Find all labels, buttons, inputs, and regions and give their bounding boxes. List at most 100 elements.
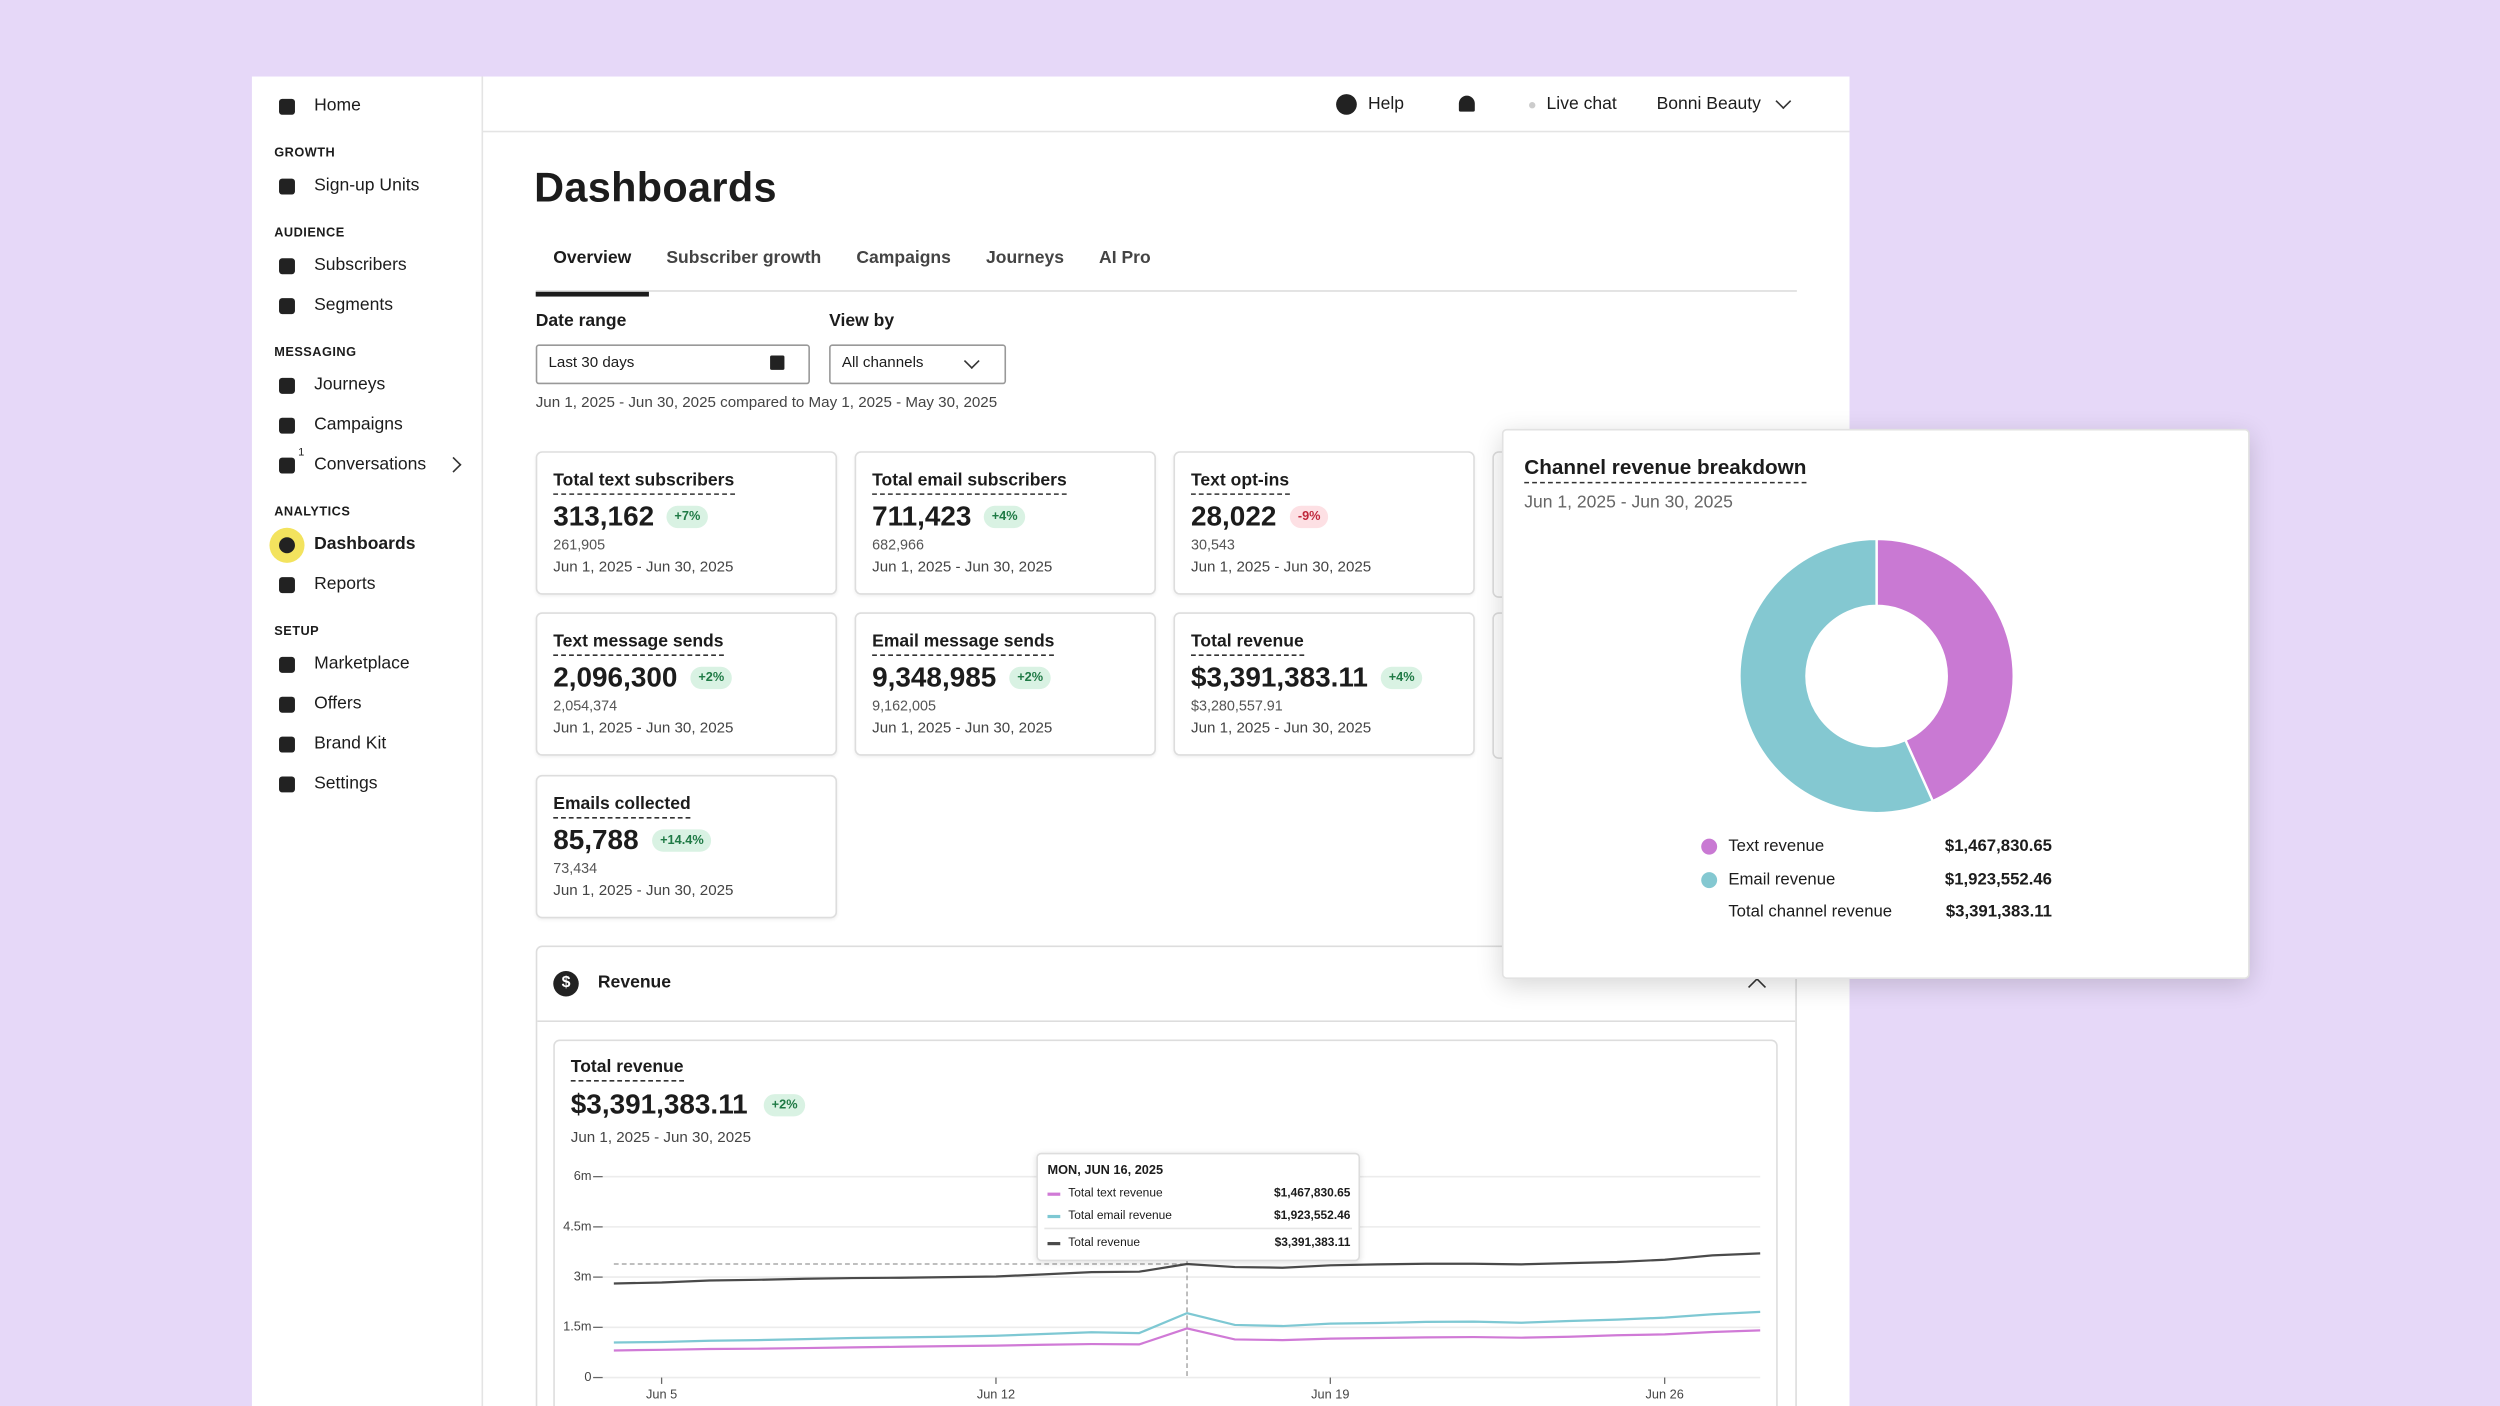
nav-icon [279, 417, 295, 434]
breakdown-popup: Channel revenue breakdown Jun 1, 2025 - J… [1501, 428, 2250, 979]
metric-card[interactable]: Email message sends 9,348,985 +2% 9,162,005… [854, 612, 1156, 756]
home-icon [279, 98, 295, 115]
card-dates: Jun 1, 2025 - Jun 30, 2025 [1191, 558, 1372, 577]
metric-card[interactable]: Total email subscribers 711,423 +4% 682,966… [854, 451, 1156, 595]
tooltip-value: $1,923,552.46 [1273, 1207, 1351, 1223]
metric-card[interactable]: Emails collected 85,788 +14.4% 73,434 Jun 1,… [535, 774, 838, 919]
series-line [613, 1310, 1761, 1344]
nav-item[interactable]: Offers [314, 694, 362, 714]
nav-item[interactable]: Marketplace [314, 654, 410, 674]
nav-badge: 1 [298, 447, 305, 459]
date-value: Last 30 days [548, 354, 635, 372]
card-value: 711,423 [872, 499, 972, 532]
tab[interactable]: Campaigns [856, 248, 951, 268]
card-title: Email message sends [872, 632, 1055, 657]
series-line [613, 1327, 1761, 1352]
card-previous: 682,966 [872, 536, 925, 553]
help-icon[interactable] [1336, 94, 1357, 115]
nav-item[interactable]: Subscribers [314, 255, 407, 275]
nav-section-title: ANALYTICS [274, 504, 351, 519]
card-previous: $3,280,557.91 [1191, 697, 1283, 714]
tooltip-label: Total email revenue [1068, 1207, 1172, 1223]
nav-section-title: AUDIENCE [274, 225, 345, 240]
tab[interactable]: Subscriber growth [666, 248, 822, 268]
metric-card[interactable]: Total text subscribers 313,162 +7% 261,905 J… [535, 451, 838, 595]
live-chat-link[interactable]: Live chat [1546, 94, 1617, 114]
donut-segment [1875, 537, 2015, 803]
tooltip-swatch [1047, 1192, 1061, 1195]
account-menu[interactable]: Bonni Beauty [1656, 94, 1761, 114]
tooltip-value: $1,467,830.65 [1273, 1185, 1351, 1200]
nav-item[interactable]: Conversations [314, 455, 427, 475]
donut-segment [1738, 537, 1935, 815]
change-badge: +14.4% [652, 829, 712, 852]
nav-icon [279, 258, 295, 275]
chart-tooltip: MON, JUN 16, 2025 Total text revenue $1,46… [1036, 1152, 1361, 1262]
total-label: Total channel revenue [1728, 901, 1893, 922]
tabs-divider [535, 290, 1797, 292]
nav-item[interactable]: Home [314, 96, 361, 116]
notification-bell[interactable] [1458, 95, 1475, 112]
legend-label: Text revenue [1728, 836, 1825, 856]
nav-item[interactable]: Journeys [314, 375, 386, 395]
card-dates: Jun 1, 2025 - Jun 30, 2025 [1191, 719, 1372, 738]
revenue-icon-bg [553, 970, 579, 997]
legend-value: $1,467,830.65 [1944, 836, 2052, 856]
change-badge: +7% [666, 505, 709, 528]
nav-item[interactable]: Brand Kit [314, 734, 387, 754]
card-previous: 2,054,374 [553, 697, 618, 714]
filter-label: Date range [535, 311, 627, 331]
tooltip-swatch [1047, 1242, 1061, 1245]
change-badge: +4% [1380, 666, 1423, 689]
card-title: Total email subscribers [872, 471, 1067, 496]
change-badge: +2% [1009, 666, 1052, 689]
nav-item[interactable]: Segments [314, 295, 394, 315]
tab[interactable]: AI Pro [1099, 248, 1151, 268]
tooltip-swatch [1047, 1214, 1061, 1218]
card-previous: 9,162,005 [872, 697, 936, 714]
nav-section-title: SETUP [274, 623, 320, 639]
legend-value: $1,923,552.46 [1944, 870, 2052, 890]
nav-item[interactable]: Settings [314, 773, 378, 794]
x-tick-label: Jun 5 [646, 1386, 677, 1401]
nav-icon [279, 577, 295, 594]
y-tick-label: 1.5m [563, 1319, 591, 1334]
help-link[interactable]: Help [1367, 94, 1405, 114]
nav-item[interactable]: Reports [314, 574, 376, 594]
total-value: $3,391,383.11 [1945, 901, 2052, 922]
x-tick-label: Jun 12 [977, 1386, 1015, 1401]
card-previous: 30,543 [1191, 536, 1235, 553]
legend-label: Email revenue [1728, 870, 1836, 890]
dashboards-icon [279, 537, 295, 554]
comparison-text: Jun 1, 2025 - Jun 30, 2025 compared to M… [535, 394, 998, 412]
x-tick-label: Jun 19 [1311, 1386, 1349, 1401]
metric-card[interactable]: Text message sends 2,096,300 +2% 2,054,374 J… [535, 612, 838, 756]
legend-dot [1701, 872, 1718, 889]
y-tick-label: 3m [574, 1268, 592, 1283]
card-dates: Jun 1, 2025 - Jun 30, 2025 [553, 558, 734, 577]
popup-title: Channel revenue breakdown [1524, 455, 1807, 483]
view-select[interactable] [829, 344, 1007, 385]
nav-section-title: GROWTH [274, 145, 336, 160]
metric-card[interactable]: Text opt-ins 28,022 -9% 30,543 Jun 1, 2025 -… [1173, 451, 1475, 595]
card-dates: Jun 1, 2025 - Jun 30, 2025 [570, 1129, 752, 1147]
nav-icon [279, 298, 295, 315]
date-input[interactable] [535, 344, 810, 385]
card-value: 9,348,985 [872, 660, 997, 693]
tooltip-divider [1044, 1227, 1353, 1230]
legend-dot [1701, 838, 1718, 855]
tooltip-date: MON, JUN 16, 2025 [1047, 1162, 1164, 1177]
metric-card[interactable]: Total revenue $3,391,383.11 +4% $3,280,557.… [1173, 612, 1475, 756]
page-title: Dashboards [534, 163, 777, 212]
card-title: Total revenue [1191, 632, 1304, 657]
card-dates: Jun 1, 2025 - Jun 30, 2025 [872, 719, 1053, 738]
view-value: All channels [841, 354, 924, 372]
tab[interactable]: Overview [535, 242, 649, 297]
tab[interactable]: Journeys [985, 248, 1064, 268]
nav-item[interactable]: Dashboards [314, 534, 416, 554]
nav-item[interactable]: Campaigns [314, 415, 403, 435]
nav-icon [279, 178, 295, 195]
nav-item[interactable]: Sign-up Units [314, 176, 420, 196]
series-line [613, 1252, 1761, 1285]
